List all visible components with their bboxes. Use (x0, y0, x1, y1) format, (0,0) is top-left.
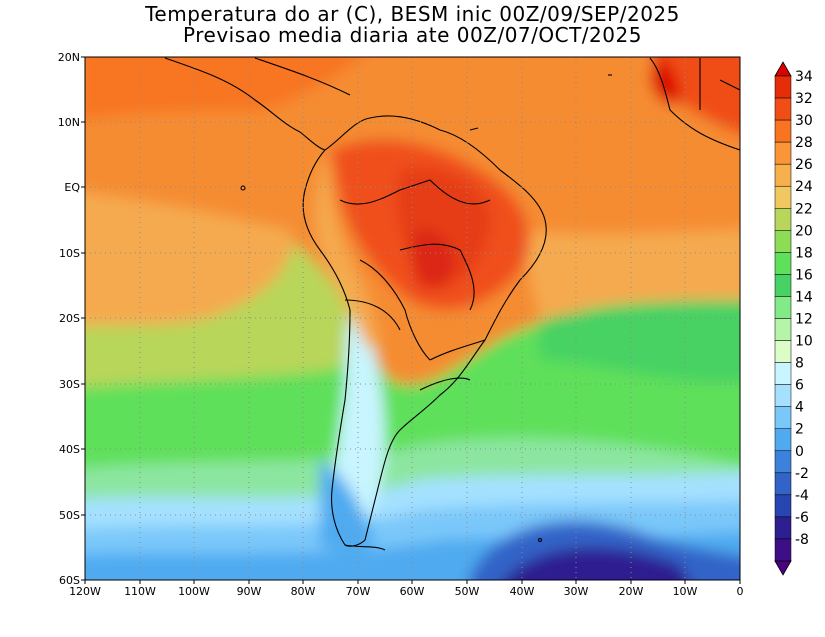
latitude-ticks (81, 56, 85, 581)
lon-label: 100W (178, 585, 210, 598)
colorbar-swatch (774, 97, 792, 121)
longitude-axis: 120W 110W 100W 90W 80W 70W 60W 50W 40W 3… (69, 585, 743, 598)
colorbar-swatch (774, 538, 792, 562)
colorbar-label: 32 (795, 91, 813, 107)
lat-label: 10S (59, 247, 80, 260)
colorbar-label: 28 (795, 135, 813, 151)
lon-label: 10W (673, 585, 698, 598)
colorbar-label: 34 (795, 69, 813, 85)
lon-label: 90W (237, 585, 262, 598)
colorbar-swatch (774, 340, 792, 363)
colorbar-swatch (774, 252, 792, 275)
colorbar-label: -2 (795, 466, 809, 482)
colorbar-label: 30 (795, 113, 813, 129)
lat-label: EQ (64, 181, 80, 194)
lon-label: 20W (619, 585, 644, 598)
colorbar-label: 0 (795, 444, 804, 460)
lon-label: 110W (124, 585, 156, 598)
colorbar-bottom-arrow (774, 560, 792, 576)
colorbar-label: 14 (795, 289, 813, 305)
colorbar-swatch (774, 75, 792, 99)
colorbar-label: 22 (795, 201, 813, 217)
colorbar-swatch (774, 384, 792, 407)
colorbar-label: 26 (795, 157, 813, 173)
lat-label: 50S (59, 509, 80, 522)
lat-label: 60S (59, 574, 80, 587)
colorbar-label: 10 (795, 334, 813, 350)
lat-label: 10N (58, 116, 80, 129)
lon-label: 40W (510, 585, 535, 598)
lon-label: 70W (346, 585, 371, 598)
colorbar-swatch (774, 318, 792, 341)
colorbar-swatch (774, 163, 792, 187)
colorbar-swatch (774, 230, 792, 253)
lat-label: 20S (59, 312, 80, 325)
colorbar-label: 2 (795, 422, 804, 438)
colorbar-swatch (774, 296, 792, 319)
longitude-ticks (84, 580, 741, 584)
colorbar-swatch (774, 119, 792, 143)
lat-label: 20N (58, 51, 80, 64)
colorbar-label: 18 (795, 245, 813, 261)
lon-label: 120W (69, 585, 101, 598)
colorbar-swatch (774, 406, 792, 429)
colorbar-swatch (774, 362, 792, 385)
lon-label: 60W (400, 585, 425, 598)
colorbar-swatch (774, 274, 792, 297)
temperature-field (85, 57, 740, 580)
coastline-outline (164, 57, 740, 551)
colorbar-label: -8 (795, 532, 809, 548)
lat-label: 40S (59, 443, 80, 456)
map-title-line1: Temperatura do ar (C), BESM inic 00Z/09/… (145, 2, 680, 26)
latitude-axis: 20N 10N EQ 10S 20S 30S 40S 50S 60S (58, 51, 81, 587)
colorbar-label: 6 (795, 378, 804, 394)
colorbar-label: -4 (795, 488, 809, 504)
lat-label: 30S (59, 378, 80, 391)
lon-label: 50W (455, 585, 480, 598)
colorbar-swatch (774, 141, 792, 165)
lon-label: 30W (564, 585, 589, 598)
colorbar-swatch (774, 494, 792, 518)
colorbar-swatch (774, 428, 792, 452)
lon-label: 0 (737, 585, 744, 598)
colorbar-label: 12 (795, 312, 813, 328)
grid-lines (85, 57, 740, 580)
colorbar-label: 20 (795, 223, 813, 239)
colorbar-label: 8 (795, 356, 804, 372)
colorbar-swatch (774, 450, 792, 474)
colorbar-label: 24 (795, 179, 813, 195)
colorbar-label: 4 (795, 400, 804, 416)
colorbar-swatch (774, 472, 792, 496)
colorbar-label: -6 (795, 510, 809, 526)
colorbar-swatch (774, 185, 792, 209)
map-title-line2: Previsao media diaria ate 00Z/07/OCT/202… (183, 23, 642, 47)
colorbar-top-arrow (774, 61, 792, 77)
colorbar-label: 16 (795, 267, 813, 283)
lon-label: 80W (291, 585, 316, 598)
colorbar-swatch (774, 516, 792, 540)
colorbar-swatch (774, 208, 792, 231)
